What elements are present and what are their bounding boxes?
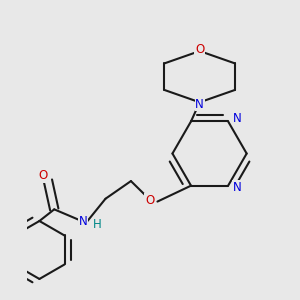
Text: N: N — [79, 215, 88, 228]
Text: O: O — [38, 169, 47, 182]
Text: O: O — [195, 43, 204, 56]
Text: N: N — [232, 181, 241, 194]
Text: N: N — [195, 98, 204, 111]
Text: N: N — [232, 112, 241, 125]
Text: H: H — [93, 218, 102, 231]
Text: O: O — [145, 194, 154, 207]
